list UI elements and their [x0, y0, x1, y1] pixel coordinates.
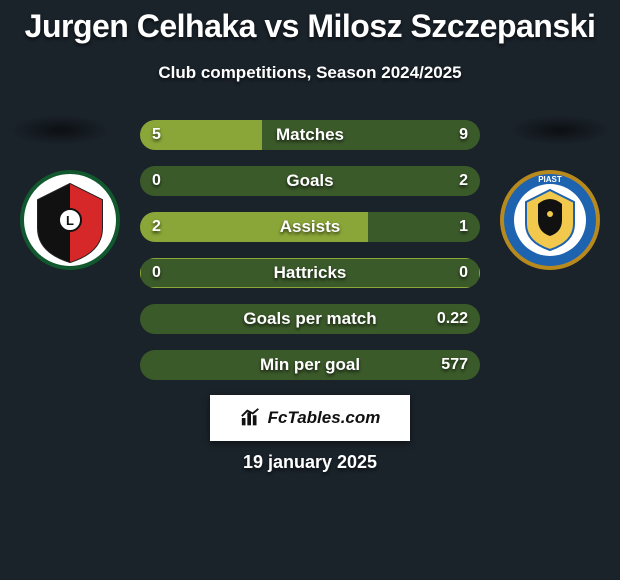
stat-bar-assists: Assists2 1 — [140, 212, 480, 242]
bar-chart-icon — [240, 407, 262, 429]
piast-gliwice-crest: PIAST — [500, 170, 600, 270]
page-title: Jurgen Celhaka vs Milosz Szczepanski — [0, 0, 620, 45]
bar-label: Hattricks — [140, 258, 480, 288]
bar-value-right: 0 — [459, 258, 468, 288]
bar-label: Min per goal — [140, 350, 480, 380]
bar-label: Goals — [140, 166, 480, 196]
stat-bar-hattricks: Hattricks0 0 — [140, 258, 480, 288]
player-shadow-right — [510, 115, 610, 145]
bar-label: Matches — [140, 120, 480, 150]
bar-value-right: 0.22 — [437, 304, 468, 334]
bar-value-right: 1 — [459, 212, 468, 242]
bar-value-left: 0 — [152, 258, 161, 288]
svg-text:PIAST: PIAST — [538, 175, 562, 184]
stat-bars: Matches59Goals02Assists21Hattricks00Goal… — [140, 120, 480, 396]
bar-value-right: 2 — [459, 166, 468, 196]
legia-warsaw-crest: L — [20, 170, 120, 270]
fctables-watermark: FcTables.com — [210, 395, 410, 441]
bar-value-left: 2 — [152, 212, 161, 242]
player-shadow-left — [10, 115, 110, 145]
fctables-label: FcTables.com — [268, 408, 381, 428]
bar-value-left: 0 — [152, 166, 161, 196]
bar-value-right: 577 — [441, 350, 468, 380]
svg-text:L: L — [66, 213, 74, 228]
stat-bar-min-per-goal: Min per goal577 — [140, 350, 480, 380]
bar-label: Goals per match — [140, 304, 480, 334]
bar-label: Assists — [140, 212, 480, 242]
bar-value-right: 9 — [459, 120, 468, 150]
bar-value-left: 5 — [152, 120, 161, 150]
date-label: 19 january 2025 — [0, 452, 620, 473]
stat-bar-matches: Matches5 9 — [140, 120, 480, 150]
stat-bar-goals-per-match: Goals per match0.22 — [140, 304, 480, 334]
stat-bar-goals: Goals0 2 — [140, 166, 480, 196]
page-subtitle: Club competitions, Season 2024/2025 — [0, 63, 620, 83]
